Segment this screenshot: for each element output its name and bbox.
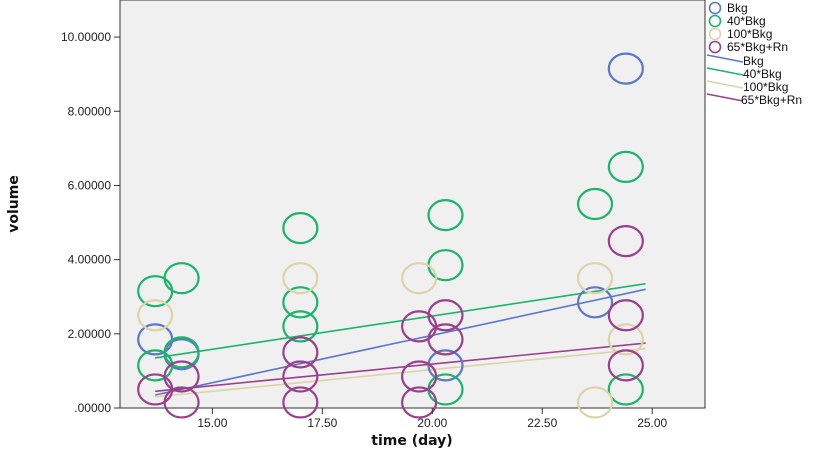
x-tick-label: 20.00 <box>417 416 447 430</box>
point-bkg <box>427 349 464 382</box>
legend-label: 100*Bkg <box>743 80 788 94</box>
point-40-bkg <box>282 212 319 245</box>
fit-line-40-bkg <box>155 282 646 359</box>
legend-label: Bkg <box>743 54 764 68</box>
y-tick-label: 2.00000 <box>68 327 112 341</box>
point-100-bkg <box>576 262 614 295</box>
point-40-bkg <box>576 187 614 221</box>
point-65-bkg-rn <box>163 386 200 419</box>
y-tick-label: 10.00000 <box>61 30 111 44</box>
point-40-bkg <box>282 310 319 343</box>
point-40-bkg <box>427 199 464 232</box>
point-bkg <box>607 52 644 85</box>
legend-line-40-bkg <box>706 67 744 76</box>
point-65-bkg-rn <box>400 360 438 393</box>
legend-marker-40-bkg <box>708 14 722 28</box>
point-65-bkg-rn <box>163 360 200 393</box>
point-100-bkg <box>137 299 174 332</box>
x-tick-label: 25.00 <box>637 416 667 430</box>
point-40-bkg <box>607 150 644 184</box>
point-65-bkg-rn <box>282 336 319 369</box>
legend-line-bkg <box>706 54 744 63</box>
fit-line-100-bkg <box>155 347 646 398</box>
fit-line-bkg <box>155 288 646 396</box>
point-65-bkg-rn <box>282 360 319 393</box>
x-tick-label: 15.00 <box>197 416 227 430</box>
point-40-bkg <box>282 286 319 319</box>
legend-label: 40*Bkg <box>727 14 766 28</box>
point-65-bkg-rn <box>427 299 464 332</box>
plot-area <box>119 0 706 409</box>
point-65-bkg-rn <box>400 386 438 419</box>
legend-marker-bkg <box>708 1 722 15</box>
legend-marker-65-bkg-rn <box>708 40 722 54</box>
x-tick-label: 17.50 <box>307 416 337 430</box>
point-65-bkg-rn <box>607 224 644 258</box>
point-100-bkg <box>576 386 614 419</box>
legend-label: Bkg <box>727 1 748 15</box>
point-bkg <box>576 286 614 319</box>
y-tick-label: .00000 <box>74 401 111 415</box>
point-40-bkg <box>163 262 200 295</box>
x-tick-label: 22.50 <box>527 416 557 430</box>
point-100-bkg <box>607 323 644 356</box>
point-65-bkg-rn <box>427 323 464 356</box>
y-tick-label: 6.00000 <box>68 178 112 192</box>
point-65-bkg-rn <box>282 386 319 419</box>
point-40-bkg <box>607 373 644 406</box>
point-100-bkg <box>400 262 438 295</box>
y-tick-label: 4.00000 <box>68 253 112 267</box>
x-axis-title: time (day) <box>371 433 452 449</box>
legend-label: 100*Bkg <box>727 27 772 41</box>
legend-label: 40*Bkg <box>743 67 782 81</box>
y-tick-label: 8.00000 <box>68 104 112 118</box>
legend-line-100-bkg <box>706 80 744 89</box>
point-40-bkg <box>163 336 200 369</box>
legend-label: 65*Bkg+Rn <box>741 93 802 107</box>
legend-line-65-bkg-rn <box>706 93 744 102</box>
y-axis-title: volume <box>6 175 22 233</box>
legend-label: 65*Bkg+Rn <box>727 40 788 54</box>
point-100-bkg <box>282 262 319 295</box>
point-65-bkg-rn <box>607 349 644 382</box>
point-65-bkg-rn <box>607 299 644 332</box>
fit-line-65-bkg-rn <box>155 342 646 393</box>
legend-marker-100-bkg <box>708 27 722 41</box>
